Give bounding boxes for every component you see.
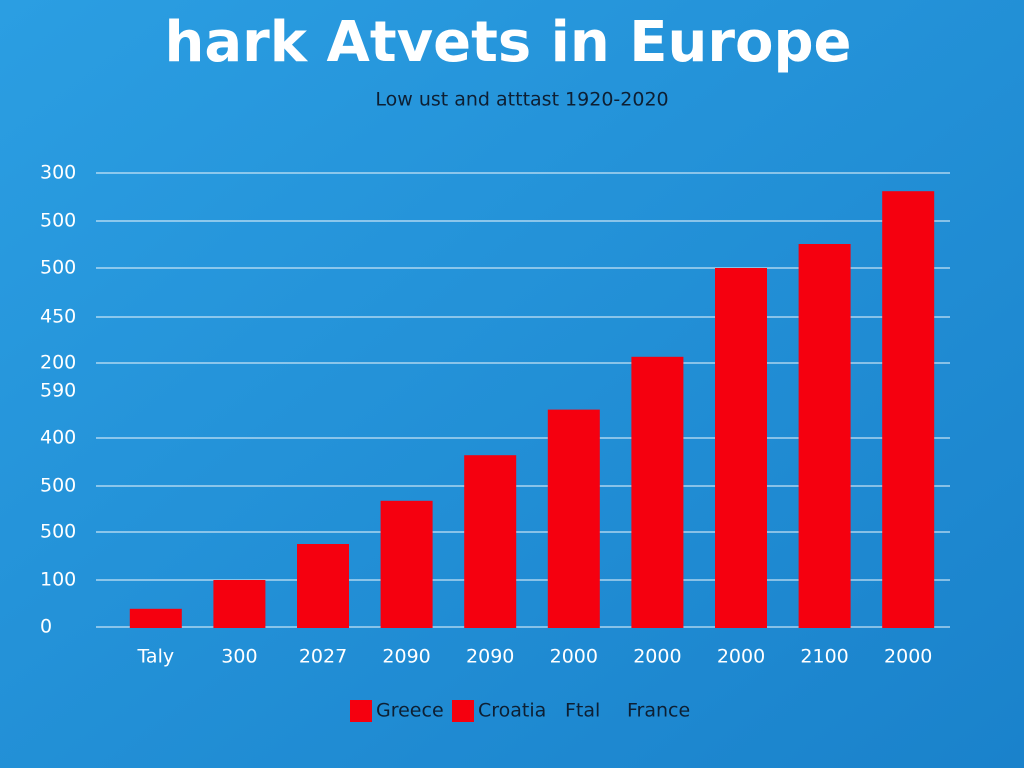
bar	[297, 544, 349, 628]
bar	[882, 191, 935, 628]
x-tick-label: 2090	[466, 646, 514, 668]
bar	[631, 356, 684, 628]
y-tick-label: 500	[40, 210, 76, 232]
x-tick-label: 2000	[633, 646, 681, 668]
x-tick-label: 2100	[800, 646, 848, 668]
y-tick-label: 400	[40, 427, 76, 449]
y-tick-label: 450	[40, 306, 76, 328]
x-tick-label: 2000	[550, 646, 598, 668]
x-tick-label: 300	[221, 646, 257, 668]
chart-title: hark Atvets in Europe	[164, 10, 851, 75]
bar	[715, 268, 767, 628]
x-tick-label: 2090	[382, 646, 430, 668]
legend-swatch	[452, 700, 474, 722]
y-tick-label: 590	[40, 380, 76, 402]
bar	[464, 455, 517, 628]
y-tick-label: 500	[40, 475, 76, 497]
chart-subtitle: Low ust and atttast 1920-2020	[375, 89, 668, 111]
legend-label: France	[627, 700, 690, 722]
y-tick-label: 300	[40, 162, 76, 184]
legend-label: Ftal	[565, 700, 600, 722]
bar	[798, 244, 851, 628]
y-tick-label: 500	[40, 257, 76, 279]
y-tick-label: 0	[40, 616, 52, 638]
bar	[213, 580, 266, 628]
bar	[129, 608, 182, 628]
bar	[380, 500, 433, 628]
x-tick-label: 2000	[717, 646, 765, 668]
legend-label: Greece	[376, 700, 444, 722]
legend-swatch	[350, 700, 372, 722]
legend-label: Croatia	[478, 700, 546, 722]
y-tick-label: 100	[40, 569, 76, 591]
bar	[547, 409, 600, 628]
x-tick-label: 2027	[299, 646, 347, 668]
y-tick-label: 500	[40, 521, 76, 543]
x-tick-label: 2000	[884, 646, 932, 668]
y-tick-label: 200	[40, 352, 76, 374]
x-tick-label: Taly	[136, 646, 174, 668]
